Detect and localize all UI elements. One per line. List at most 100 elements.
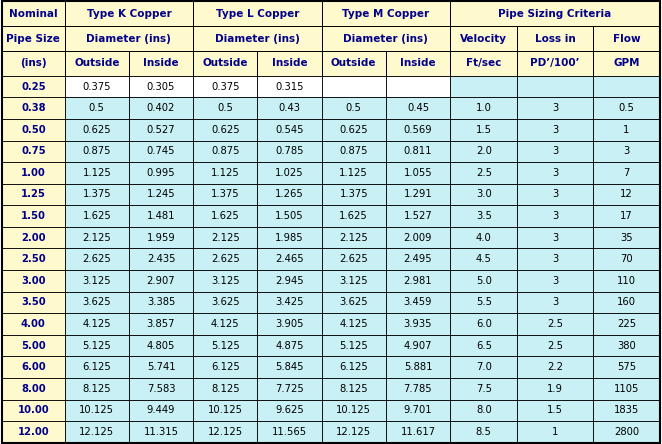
Bar	[518, 184, 592, 205]
Text: 0.38: 0.38	[21, 103, 46, 113]
Text: 1.375: 1.375	[340, 190, 368, 199]
Bar	[386, 119, 450, 141]
Text: 1.959: 1.959	[147, 233, 175, 243]
Text: 5.741: 5.741	[147, 362, 175, 372]
Bar	[129, 400, 193, 421]
Text: 11.617: 11.617	[401, 427, 436, 437]
Bar	[2, 97, 65, 119]
Text: 2.0: 2.0	[476, 147, 492, 156]
Text: 8.0: 8.0	[476, 405, 492, 415]
Text: 3.935: 3.935	[404, 319, 432, 329]
Bar	[129, 97, 193, 119]
Bar	[258, 227, 322, 249]
Text: 2.50: 2.50	[21, 254, 46, 264]
Bar	[518, 51, 592, 76]
Text: 7.785: 7.785	[404, 384, 432, 394]
Bar	[322, 76, 386, 97]
Text: 4.125: 4.125	[211, 319, 240, 329]
Bar	[65, 119, 129, 141]
Bar	[322, 313, 386, 335]
Text: 3.905: 3.905	[275, 319, 304, 329]
Text: 0.305: 0.305	[147, 82, 175, 91]
Bar	[193, 162, 258, 184]
Text: 8.125: 8.125	[211, 384, 240, 394]
Bar	[450, 313, 518, 335]
Bar	[2, 227, 65, 249]
Text: 9.701: 9.701	[404, 405, 432, 415]
Text: PD’/100’: PD’/100’	[530, 58, 580, 68]
Text: 4.00: 4.00	[21, 319, 46, 329]
Text: 9.625: 9.625	[275, 405, 304, 415]
Bar	[258, 205, 322, 227]
Bar	[65, 357, 129, 378]
Bar	[450, 205, 518, 227]
Text: 1: 1	[552, 427, 558, 437]
Text: 6.125: 6.125	[82, 362, 111, 372]
Text: 8.5: 8.5	[476, 427, 492, 437]
Bar	[518, 400, 592, 421]
Bar	[258, 400, 322, 421]
Text: 12.00: 12.00	[17, 427, 49, 437]
Text: 0.527: 0.527	[147, 125, 175, 135]
Bar	[2, 1, 65, 26]
Bar	[65, 76, 129, 97]
Bar	[65, 97, 129, 119]
Bar	[193, 249, 258, 270]
Bar	[129, 76, 193, 97]
Bar	[193, 292, 258, 313]
Bar	[65, 270, 129, 292]
Bar	[386, 400, 450, 421]
Text: 0.995: 0.995	[147, 168, 175, 178]
Bar	[193, 76, 258, 97]
Bar	[592, 184, 660, 205]
Bar	[386, 270, 450, 292]
Text: 2.125: 2.125	[340, 233, 368, 243]
Text: 0.875: 0.875	[340, 147, 368, 156]
Text: 0.45: 0.45	[407, 103, 429, 113]
Text: Nominal: Nominal	[9, 9, 58, 19]
Bar	[129, 313, 193, 335]
Text: 0.315: 0.315	[275, 82, 304, 91]
Bar	[65, 249, 129, 270]
Bar	[386, 227, 450, 249]
Bar	[592, 313, 660, 335]
Text: 0.875: 0.875	[211, 147, 240, 156]
Bar	[322, 357, 386, 378]
Text: 1.527: 1.527	[404, 211, 432, 221]
Text: 1.125: 1.125	[340, 168, 368, 178]
Text: 3.625: 3.625	[83, 297, 111, 307]
Bar	[193, 400, 258, 421]
Bar	[450, 1, 660, 26]
Bar	[450, 357, 518, 378]
Bar	[65, 227, 129, 249]
Text: 1.0: 1.0	[476, 103, 492, 113]
Bar	[258, 335, 322, 357]
Bar	[129, 335, 193, 357]
Bar	[386, 292, 450, 313]
Text: 5.125: 5.125	[340, 341, 368, 351]
Text: 3.425: 3.425	[275, 297, 304, 307]
Bar	[2, 205, 65, 227]
Bar	[592, 378, 660, 400]
Text: 7: 7	[623, 168, 630, 178]
Bar	[129, 119, 193, 141]
Bar	[592, 26, 660, 51]
Bar	[322, 51, 386, 76]
Bar	[2, 26, 65, 51]
Text: 2.125: 2.125	[82, 233, 111, 243]
Bar	[65, 26, 193, 51]
Bar	[386, 421, 450, 443]
Bar	[129, 51, 193, 76]
Bar	[450, 162, 518, 184]
Bar	[65, 51, 129, 76]
Bar	[65, 292, 129, 313]
Bar	[450, 184, 518, 205]
Text: 3: 3	[552, 125, 558, 135]
Text: 8.125: 8.125	[83, 384, 111, 394]
Text: GPM: GPM	[613, 58, 639, 68]
Text: Type L Copper: Type L Copper	[216, 9, 299, 19]
Bar	[450, 227, 518, 249]
Bar	[322, 1, 450, 26]
Text: 5.5: 5.5	[476, 297, 492, 307]
Text: 1.265: 1.265	[275, 190, 304, 199]
